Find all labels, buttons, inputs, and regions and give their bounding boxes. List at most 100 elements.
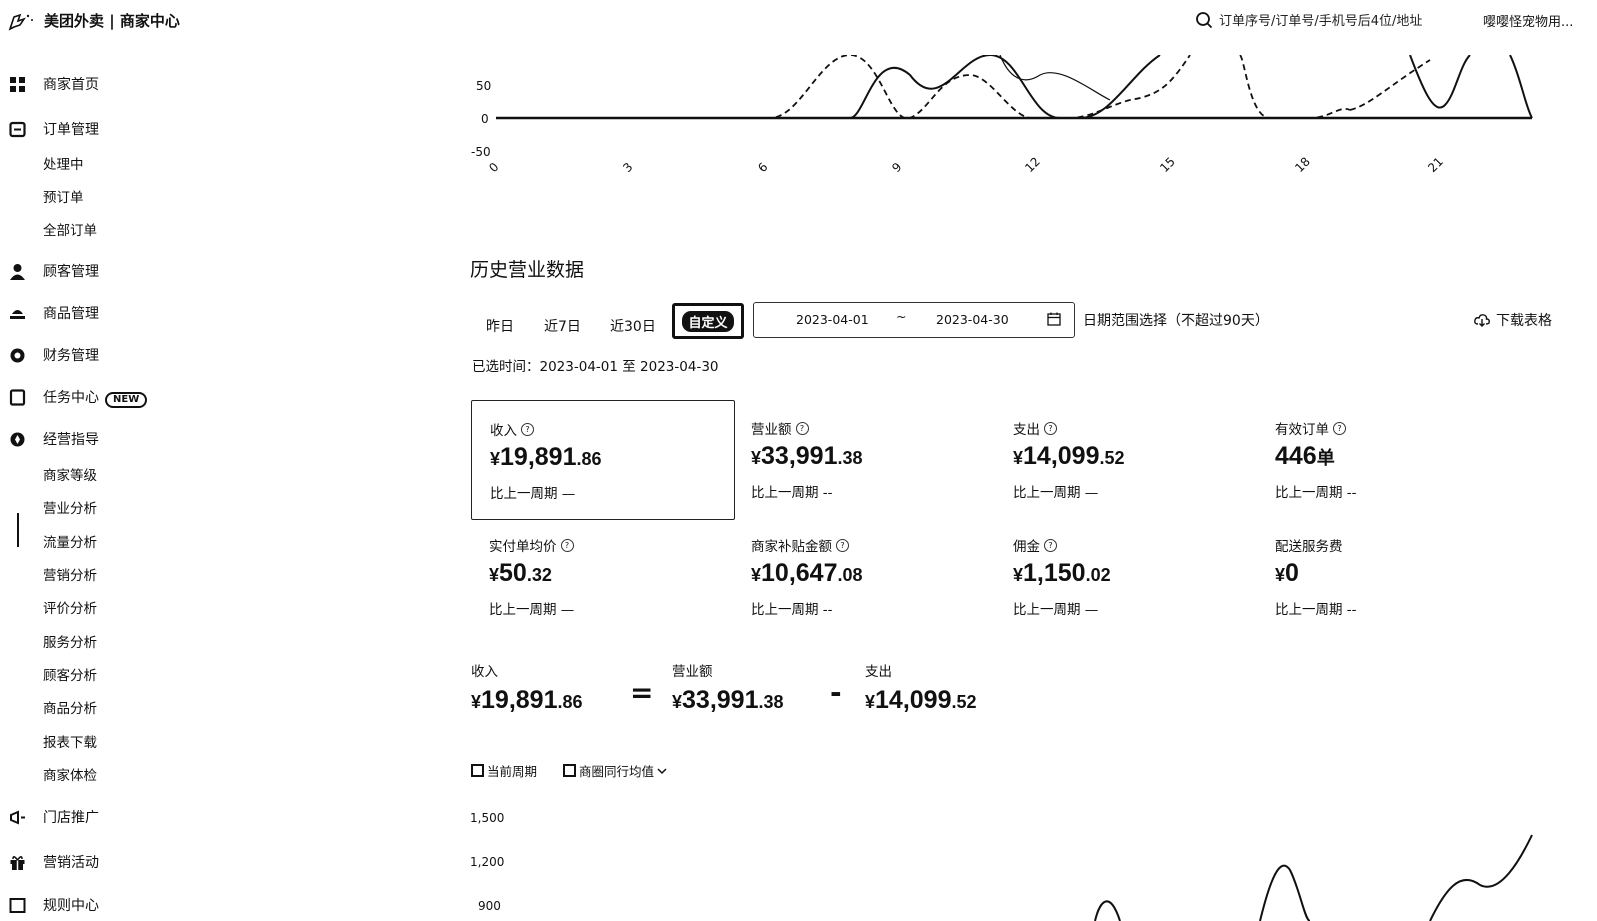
help-icon[interactable]: ? xyxy=(521,422,534,436)
metric-card-income[interactable]: 收入? ¥19,891.86 比上一周期 — xyxy=(471,400,735,520)
metric-card-avg-price[interactable]: 实付单均价? ¥50.32 比上一周期 — xyxy=(471,517,733,635)
metric-value: 446单 xyxy=(1275,442,1335,471)
logo[interactable]: 美团外卖 | 商家中心 xyxy=(8,10,180,31)
daily-chart: 1,500 1,200 900 xyxy=(470,811,1533,921)
metric-title: 有效订单 xyxy=(1275,422,1329,438)
sidebar-sub-health-check[interactable]: 商家体检 xyxy=(43,768,97,784)
sidebar-item-goods[interactable]: 商品管理 xyxy=(0,301,200,325)
metric-card-revenue[interactable]: 营业额? ¥33,991.38 比上一周期 -- xyxy=(733,400,995,518)
value-int: 33,991 xyxy=(761,442,838,470)
metric-title: 收入 xyxy=(490,423,517,439)
tab-7days[interactable]: 近7日 xyxy=(544,319,581,335)
sidebar-sub-goods-analysis[interactable]: 商品分析 xyxy=(43,701,97,717)
equation-value: ¥19,891.86 xyxy=(471,686,583,715)
tab-30days[interactable]: 近30日 xyxy=(610,319,656,335)
metric-card-valid-orders[interactable]: 有效订单? 446单 比上一周期 -- xyxy=(1257,400,1519,518)
kangaroo-logo-icon xyxy=(8,13,33,31)
metric-title: 配送服务费 xyxy=(1275,539,1343,555)
sidebar-item-orders[interactable]: 订单管理 xyxy=(0,117,200,141)
user-name[interactable]: 嘤嘤怪宠物用... xyxy=(1483,15,1574,30)
value-int: 14,099 xyxy=(1023,442,1100,470)
legend-label: 当前周期 xyxy=(487,764,538,779)
equation-income: 收入 ¥19,891.86 xyxy=(471,660,583,715)
cloud-download-icon xyxy=(1474,314,1490,327)
help-icon[interactable]: ? xyxy=(836,538,849,552)
metric-card-subsidy[interactable]: 商家补贴金额? ¥10,647.08 比上一周期 -- xyxy=(733,517,995,635)
sidebar-sub-marketing-analysis[interactable]: 营销分析 xyxy=(43,568,97,584)
help-icon[interactable]: ? xyxy=(1333,421,1346,435)
tab-custom[interactable]: 自定义 xyxy=(672,303,744,339)
sidebar-item-label-wrap: 任务中心 NEW xyxy=(43,387,148,408)
x-tick-label: 15 xyxy=(1157,154,1178,175)
series-line-peer-2 xyxy=(1349,59,1431,111)
order-search[interactable]: 订单序号/订单号/手机号后4位/地址 xyxy=(1195,10,1422,29)
value-int: 50 xyxy=(499,559,527,587)
sidebar-item-finance[interactable]: 财务管理 xyxy=(0,343,200,367)
calendar-icon[interactable] xyxy=(1047,312,1061,326)
metric-compare: 比上一周期 — xyxy=(1013,485,1099,501)
sidebar-sub-merchant-level[interactable]: 商家等级 xyxy=(43,468,97,484)
y-tick-label: 50 xyxy=(476,79,491,93)
metric-card-commission[interactable]: 佣金? ¥1,150.02 比上一周期 — xyxy=(995,517,1257,635)
sidebar-sub-all-orders[interactable]: 全部订单 xyxy=(43,223,97,239)
sidebar-item-rules[interactable]: 规则中心 xyxy=(0,893,200,917)
date-end[interactable]: 2023-04-30 xyxy=(936,312,1009,327)
sidebar-item-home[interactable]: 商家首页 xyxy=(0,72,200,96)
help-icon[interactable]: ? xyxy=(1044,538,1057,552)
help-icon[interactable]: ? xyxy=(1044,421,1057,435)
sidebar-sub-report-download[interactable]: 报表下载 xyxy=(43,735,97,751)
metric-card-delivery-fee[interactable]: 配送服务费 ¥0 比上一周期 -- xyxy=(1257,517,1519,635)
sidebar-item-customers[interactable]: 顾客管理 xyxy=(0,259,200,283)
hourly-chart-y-axis: 50 0 -50 xyxy=(471,79,491,159)
help-icon[interactable]: ? xyxy=(795,421,809,435)
guide-icon xyxy=(10,432,25,446)
x-tick-label: 12 xyxy=(1022,154,1043,175)
main-content: 50 0 -50 0 3 6 9 12 15 18 21 历史营业数据 昨日 近… xyxy=(470,0,1580,921)
date-range-hint: 日期范围选择（不超过90天） xyxy=(1083,313,1269,329)
tab-yesterday[interactable]: 昨日 xyxy=(486,319,514,335)
sidebar-sub-customer-analysis[interactable]: 顾客分析 xyxy=(43,668,97,684)
sidebar-sub-business-analysis[interactable]: 营业分析 xyxy=(43,501,97,517)
equals-sign: = xyxy=(630,676,654,709)
value-dec: .38 xyxy=(758,692,784,712)
legend-peer-average[interactable]: 商圈同行均值 xyxy=(563,761,667,780)
date-start[interactable]: 2023-04-01 xyxy=(796,312,869,327)
legend-current-period[interactable]: 当前周期 xyxy=(471,761,537,780)
sidebar-item-tasks[interactable]: 任务中心 NEW xyxy=(0,385,200,409)
help-icon[interactable]: ? xyxy=(560,538,574,552)
sidebar-sub-preorders[interactable]: 预订单 xyxy=(43,190,84,206)
legend-label: 商圈同行均值 xyxy=(579,764,655,779)
search-placeholder[interactable]: 订单序号/订单号/手机号后4位/地址 xyxy=(1219,14,1423,29)
value-int: 1,150 xyxy=(1023,559,1086,587)
sidebar-sub-service-analysis[interactable]: 服务分析 xyxy=(43,635,97,651)
sidebar-item-guide[interactable]: 经营指导 xyxy=(0,427,200,451)
currency-symbol: ¥ xyxy=(1013,565,1024,585)
metric-title-wrap: 商家补贴金额? xyxy=(751,535,849,555)
sidebar-sub-traffic-analysis[interactable]: 流量分析 xyxy=(43,535,97,551)
download-table-button[interactable]: 下载表格 xyxy=(1474,310,1552,330)
metric-card-expense[interactable]: 支出? ¥14,099.52 比上一周期 — xyxy=(995,400,1257,518)
date-range-picker[interactable]: 2023-04-01 ~ 2023-04-30 xyxy=(753,302,1075,338)
currency-symbol: ¥ xyxy=(489,565,500,585)
x-tick-label: 0 xyxy=(486,160,501,175)
value-int: 33,991 xyxy=(682,686,759,714)
sidebar-item-promotion[interactable]: 门店推广 xyxy=(0,805,200,829)
metric-value: ¥1,150.02 xyxy=(1013,559,1111,588)
currency-symbol: ¥ xyxy=(865,692,876,712)
chevron-down-icon[interactable] xyxy=(657,767,667,775)
app-title: 美团外卖 | 商家中心 xyxy=(44,12,180,30)
sidebar-sub-review-analysis[interactable]: 评价分析 xyxy=(43,601,97,617)
equation-value: ¥14,099.52 xyxy=(865,686,977,715)
sidebar-item-label: 订单管理 xyxy=(43,122,99,138)
y-tick-label: 0 xyxy=(481,112,489,126)
hourly-chart: 50 0 -50 0 3 6 9 12 15 18 21 xyxy=(471,55,1533,175)
metric-title-wrap: 收入? xyxy=(490,419,534,439)
section-title: 历史营业数据 xyxy=(470,259,585,281)
value-dec: .32 xyxy=(526,565,552,585)
new-badge: NEW xyxy=(105,391,148,408)
metric-title: 实付单均价 xyxy=(489,539,557,555)
sidebar-sub-processing[interactable]: 处理中 xyxy=(43,157,84,173)
value-int: 19,891 xyxy=(481,686,558,714)
y-tick-label: -50 xyxy=(471,145,491,159)
sidebar-item-marketing[interactable]: 营销活动 xyxy=(0,850,200,874)
